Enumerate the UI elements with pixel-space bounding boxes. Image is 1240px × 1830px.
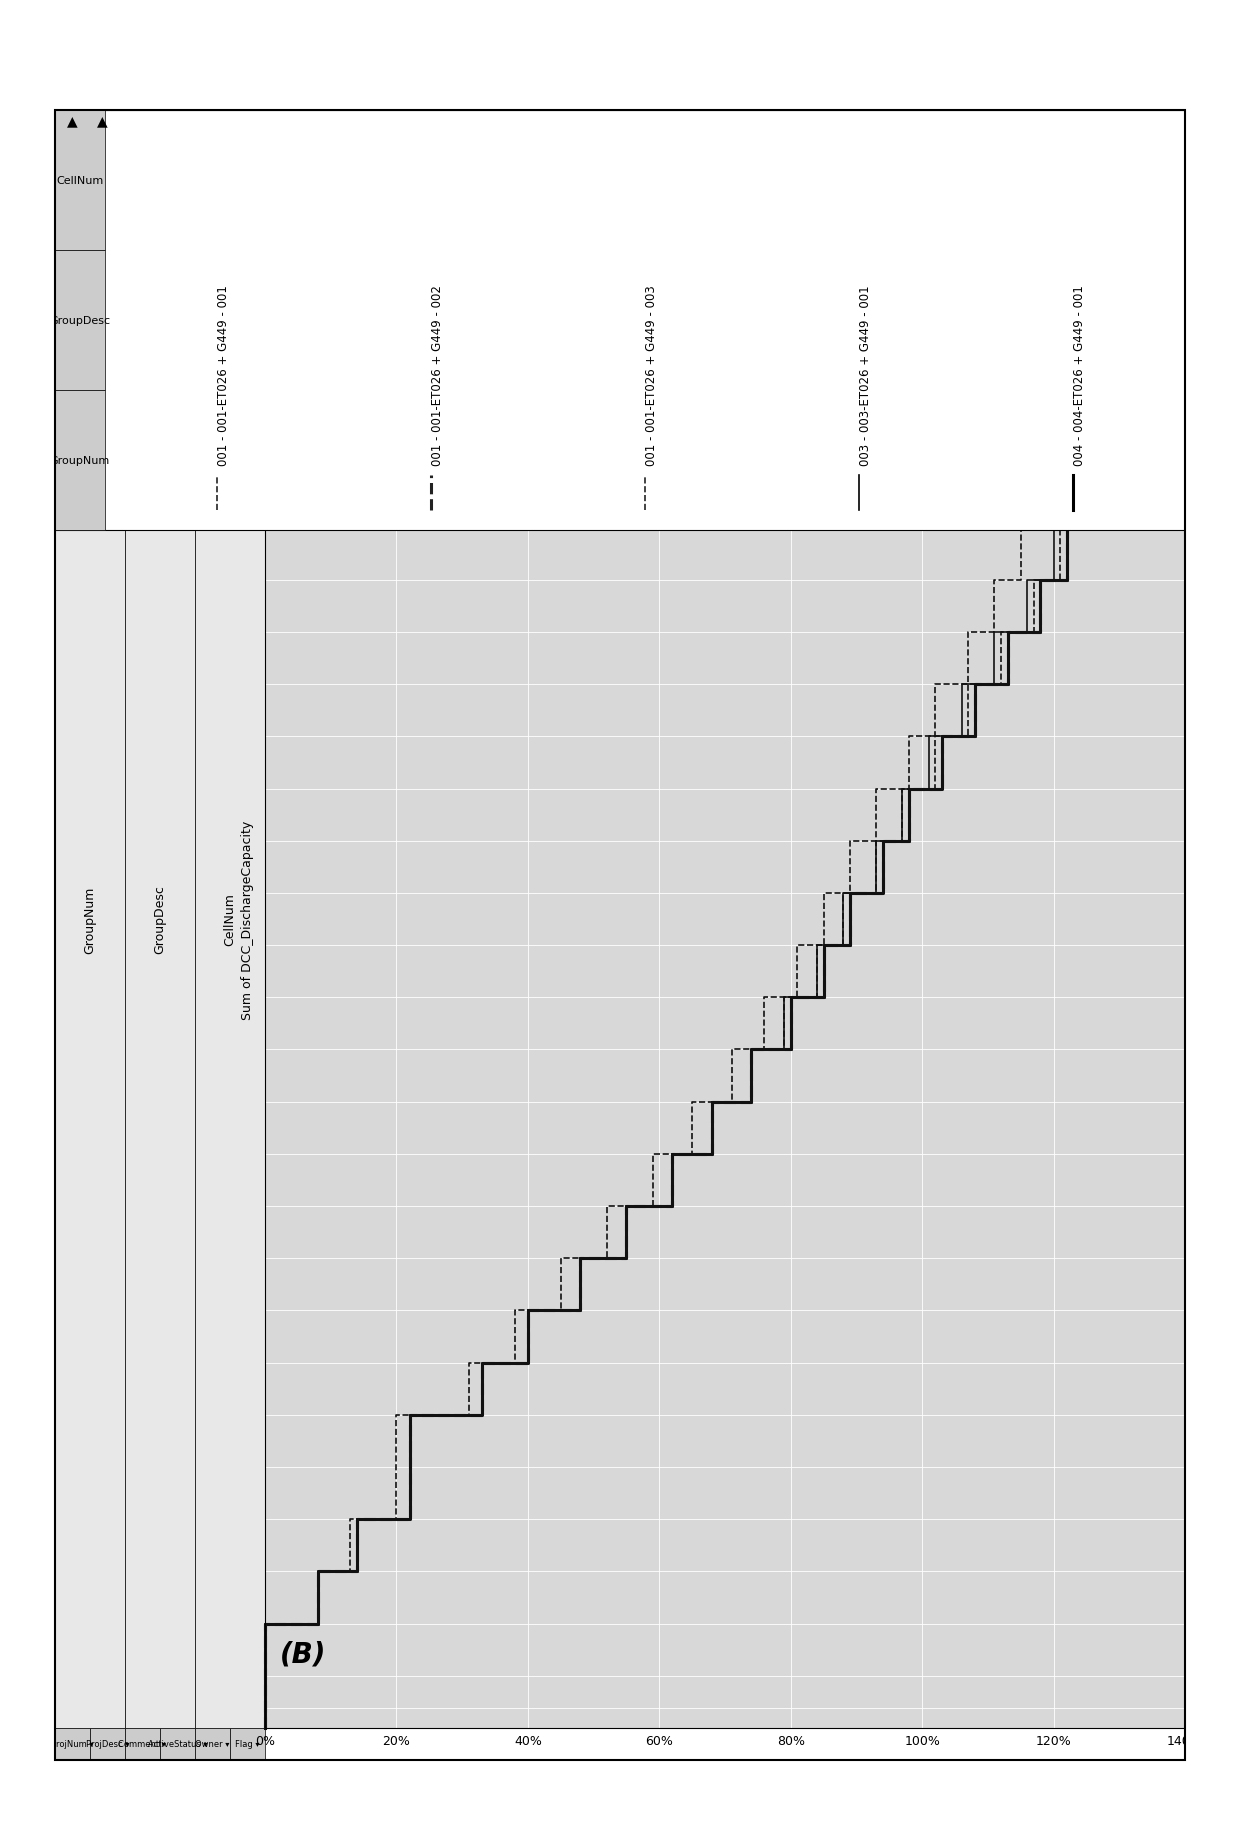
- Text: 417: 417: [1190, 366, 1214, 379]
- Text: GroupDesc: GroupDesc: [50, 317, 110, 326]
- Bar: [125, 112, 195, 1728]
- Text: 273: 273: [1190, 834, 1214, 847]
- Text: 433: 433: [1190, 313, 1213, 326]
- Text: 003 - 003-ET026 + G449 - 001: 003 - 003-ET026 + G449 - 001: [859, 285, 872, 467]
- Text: ▲: ▲: [67, 113, 77, 128]
- Text: GroupNum: GroupNum: [83, 886, 97, 953]
- Bar: [125, 1728, 160, 1760]
- Text: 001 - 001-ET026 + G449 - 002: 001 - 001-ET026 + G449 - 002: [432, 285, 444, 467]
- Text: 33: 33: [1190, 1618, 1205, 1631]
- Bar: [265, 112, 1185, 1728]
- Text: 241: 241: [1190, 939, 1214, 952]
- Text: 17: 17: [1190, 1669, 1207, 1682]
- Bar: [91, 1728, 125, 1760]
- Text: 193: 193: [1190, 1096, 1214, 1109]
- Text: Owner ▾: Owner ▾: [195, 1740, 229, 1748]
- Text: GroupDesc: GroupDesc: [154, 886, 166, 953]
- Bar: [195, 112, 265, 1728]
- Bar: [55, 112, 125, 1728]
- Text: 40%: 40%: [513, 1735, 542, 1748]
- Bar: [160, 1728, 195, 1760]
- Bar: [229, 1728, 265, 1760]
- Text: 80%: 80%: [776, 1735, 805, 1748]
- Text: 0%: 0%: [255, 1735, 275, 1748]
- Text: 140%: 140%: [1167, 1735, 1203, 1748]
- Text: 97: 97: [1190, 1409, 1207, 1422]
- Text: 60%: 60%: [645, 1735, 673, 1748]
- Text: Comment ▾: Comment ▾: [119, 1740, 166, 1748]
- Text: 20%: 20%: [382, 1735, 410, 1748]
- Bar: [55, 251, 105, 392]
- Text: 337: 337: [1190, 626, 1213, 639]
- Bar: [0, 1760, 1240, 1830]
- Text: 004 - 004-ET026 + G449 - 001: 004 - 004-ET026 + G449 - 001: [1073, 285, 1086, 467]
- Text: 401: 401: [1190, 417, 1214, 430]
- Bar: [0, 0, 1240, 112]
- Text: ▲: ▲: [97, 113, 108, 128]
- Bar: [195, 1728, 229, 1760]
- Text: CellNum: CellNum: [223, 893, 237, 946]
- Text: 321: 321: [1190, 679, 1214, 692]
- Text: 001 - 001-ET026 + G449 - 001: 001 - 001-ET026 + G449 - 001: [217, 285, 229, 467]
- Text: 305: 305: [1190, 730, 1213, 743]
- Text: 113: 113: [1190, 1356, 1214, 1369]
- Text: 1: 1: [1190, 1722, 1199, 1735]
- Text: 001 - 001-ET026 + G449 - 003: 001 - 001-ET026 + G449 - 003: [645, 285, 658, 467]
- Text: 481: 481: [1190, 157, 1214, 170]
- Text: 289: 289: [1190, 783, 1214, 796]
- Text: (B): (B): [280, 1640, 326, 1669]
- Bar: [265, 112, 1185, 1728]
- Text: 129: 129: [1190, 1305, 1214, 1318]
- Text: 353: 353: [1190, 575, 1213, 587]
- Text: CellNum: CellNum: [56, 176, 104, 187]
- Text: 81: 81: [1190, 1460, 1205, 1473]
- Text: 225: 225: [1190, 992, 1214, 1005]
- Text: 145: 145: [1190, 1252, 1214, 1265]
- Text: 465: 465: [1190, 209, 1214, 221]
- Bar: [55, 392, 105, 531]
- Text: 7: 7: [1190, 1702, 1199, 1715]
- Text: 497: 497: [1190, 104, 1214, 117]
- Text: 449: 449: [1190, 262, 1214, 274]
- Bar: [55, 112, 1185, 531]
- Text: 65: 65: [1190, 1513, 1205, 1526]
- Text: 177: 177: [1190, 1147, 1214, 1160]
- Text: 369: 369: [1190, 522, 1214, 534]
- Text: Sum of DCC_DischargeCapacity: Sum of DCC_DischargeCapacity: [241, 820, 253, 1019]
- Text: ActiveStatus ▾: ActiveStatus ▾: [148, 1740, 207, 1748]
- Bar: [1185, 112, 1240, 1760]
- Text: Flag ▾: Flag ▾: [236, 1740, 260, 1748]
- Text: 100%: 100%: [904, 1735, 940, 1748]
- Text: ProjDesc ▾: ProjDesc ▾: [86, 1740, 129, 1748]
- Text: GroupNum: GroupNum: [50, 456, 110, 467]
- Text: FIG. 2B: FIG. 2B: [1003, 51, 1176, 93]
- Text: 257: 257: [1190, 888, 1214, 900]
- Text: 209: 209: [1190, 1043, 1214, 1056]
- Text: 120%: 120%: [1035, 1735, 1071, 1748]
- Bar: [55, 1728, 91, 1760]
- Text: 49: 49: [1190, 1565, 1207, 1577]
- Bar: [55, 112, 105, 251]
- Text: 385: 385: [1190, 470, 1213, 483]
- Text: CycIndex ▾: CycIndex ▾: [1190, 1746, 1240, 1759]
- Text: 161: 161: [1190, 1200, 1214, 1213]
- Bar: [0, 112, 55, 1760]
- Text: ProjNum ▾: ProjNum ▾: [51, 1740, 94, 1748]
